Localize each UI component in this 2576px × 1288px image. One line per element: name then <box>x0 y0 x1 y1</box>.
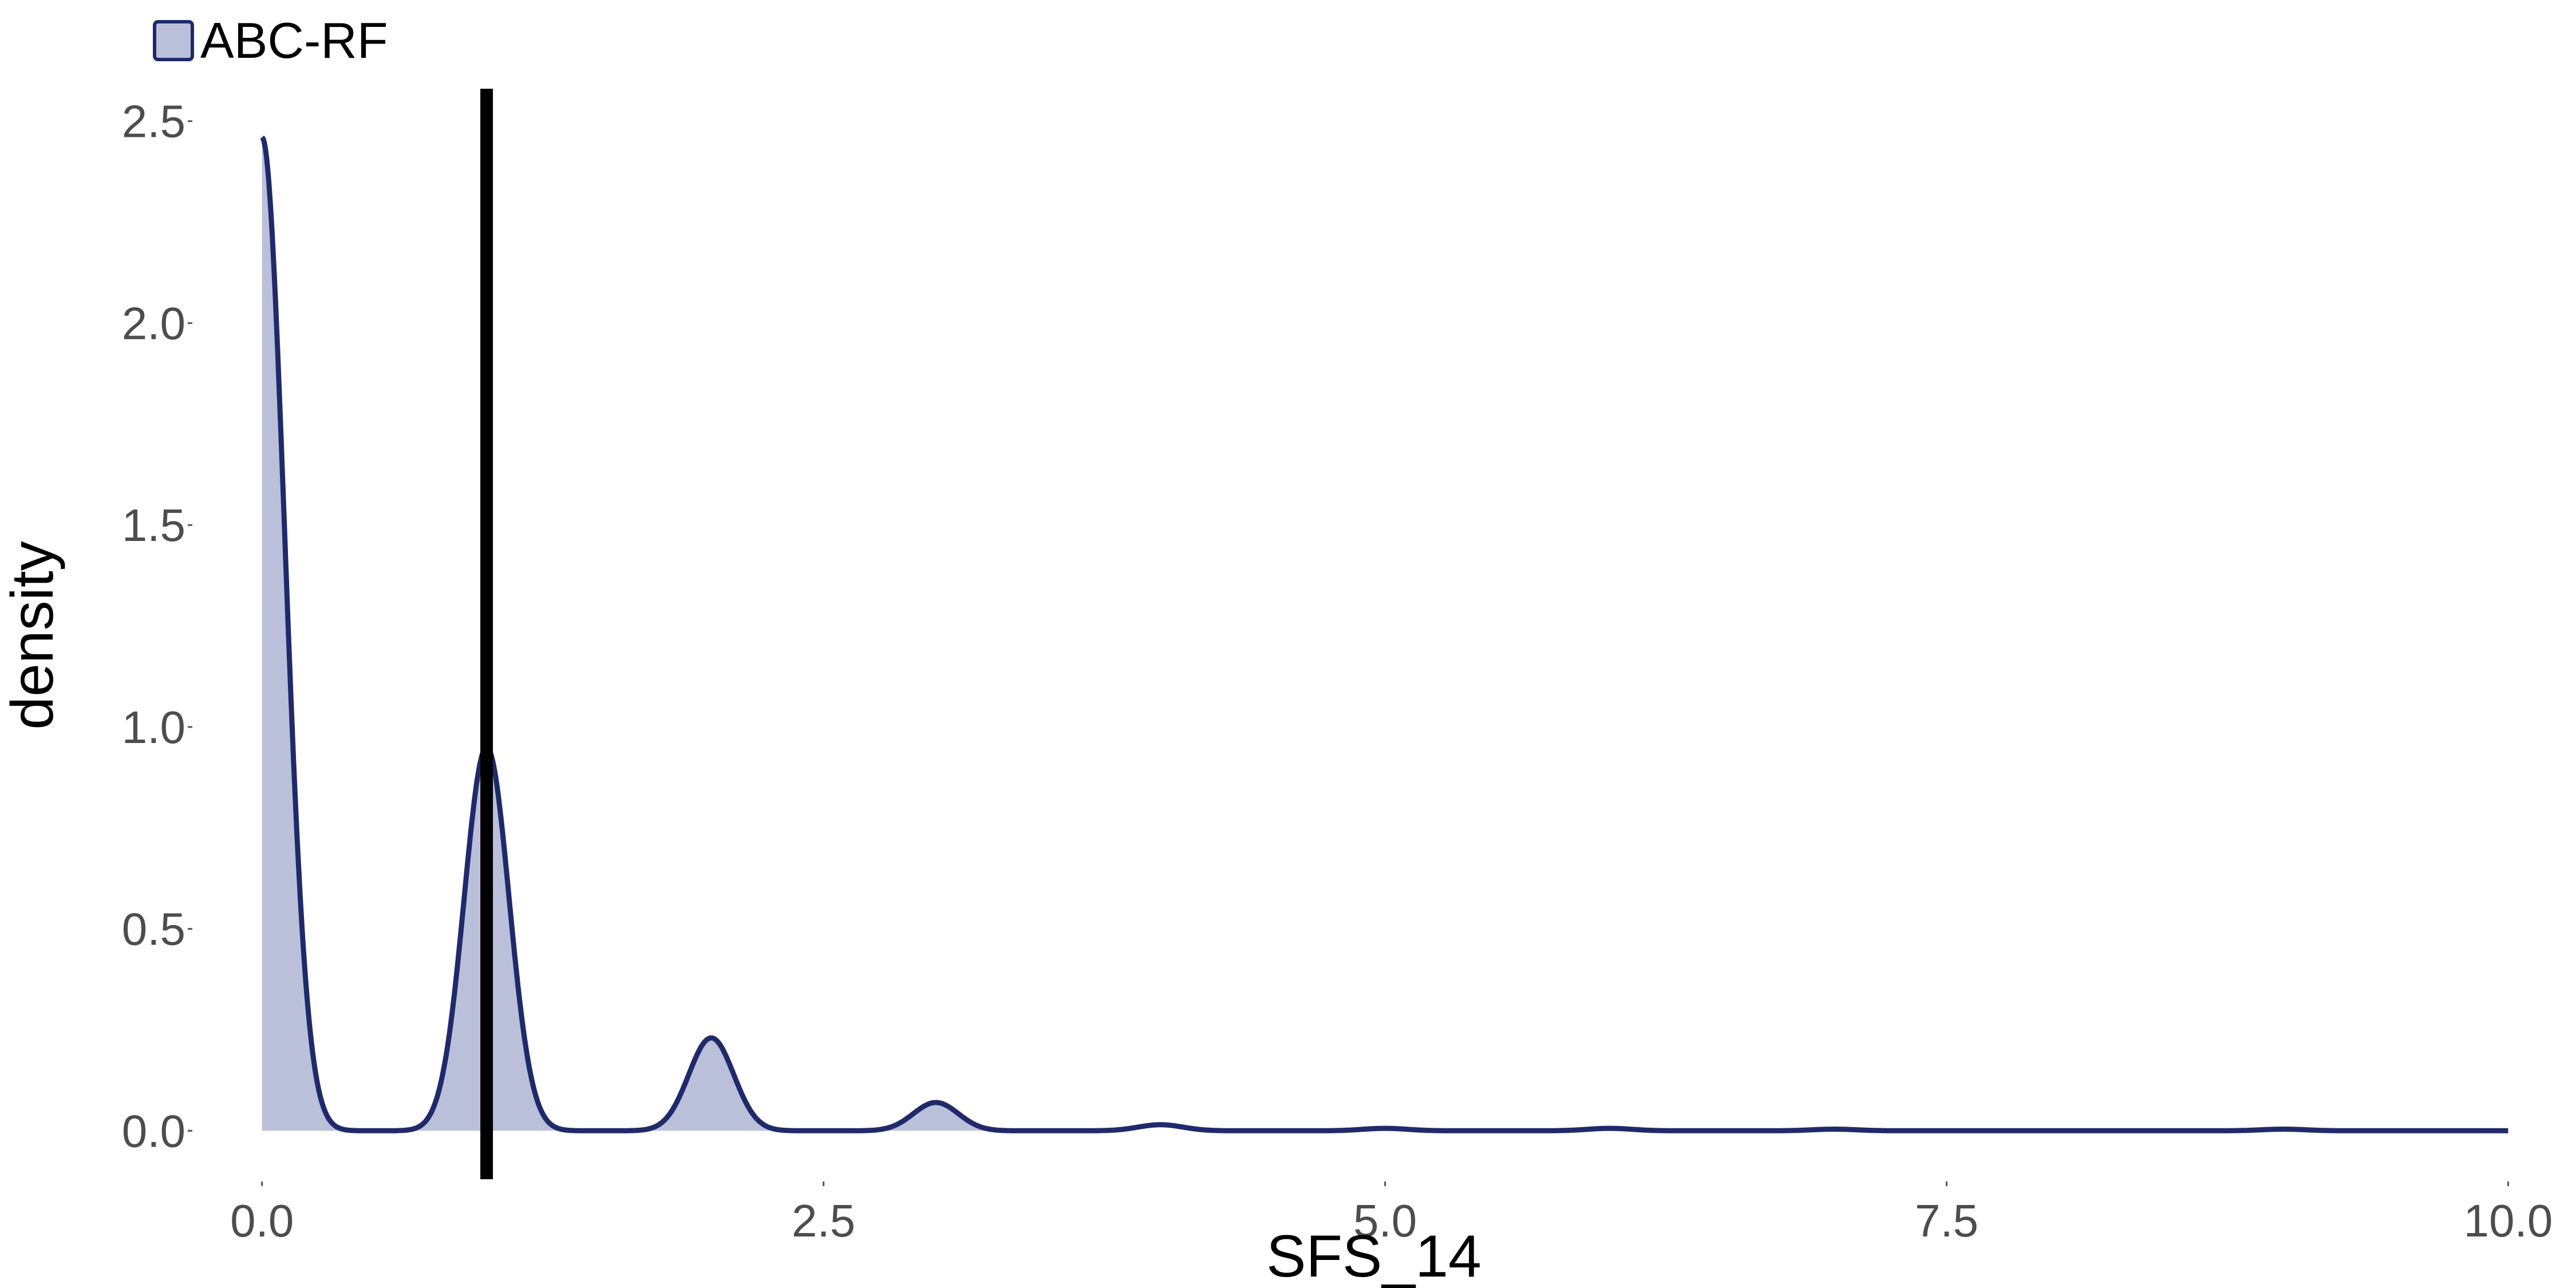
y-axis-title: density <box>0 541 66 730</box>
legend-label-abc-rf: ABC-RF <box>200 12 388 69</box>
x-axis-title: SFS_14 <box>1266 1223 1481 1288</box>
y-tick-label: 1.0 <box>122 702 185 753</box>
legend: ABC-RF <box>153 12 388 69</box>
y-tick-label: 0.5 <box>122 904 185 955</box>
x-tick-label: 0.0 <box>230 1195 294 1246</box>
y-tick-label: 2.5 <box>122 96 185 147</box>
x-tick-label: 2.5 <box>792 1195 855 1246</box>
y-tick-label: 0.0 <box>122 1105 185 1156</box>
axes: 0.0 0.5 1.0 1.5 2.0 2.5 0.0 2.5 5.0 7.5 10.0 <box>122 96 2553 1246</box>
x-tick-label: 5.0 <box>1353 1195 1417 1246</box>
series-line-0 <box>260 135 2510 1133</box>
series-fill-0 <box>262 137 1049 1131</box>
legend-key-abc-rf <box>153 20 194 61</box>
plot-area <box>260 89 2510 1179</box>
y-tick-label: 1.5 <box>122 500 185 551</box>
y-tick-label: 2.0 <box>122 298 185 349</box>
x-tick-label: 10.0 <box>2464 1195 2553 1246</box>
x-tick-label: 7.5 <box>1915 1195 1978 1246</box>
